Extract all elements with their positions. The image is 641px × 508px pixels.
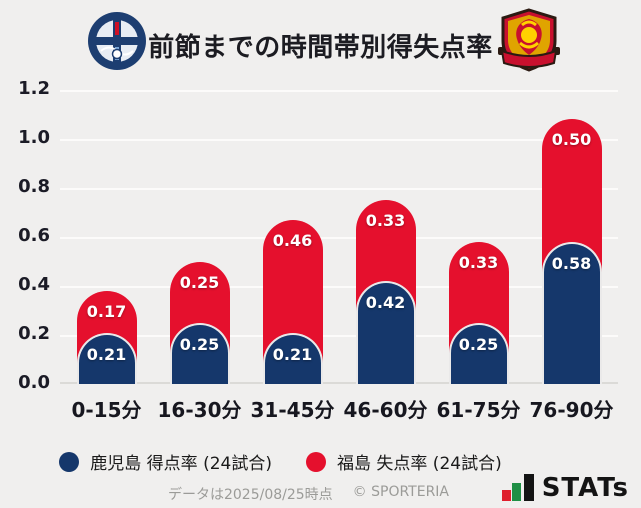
stats-logo-green-bar-icon [511, 483, 521, 501]
bar-kagoshima-16-30分: 0.25 [169, 322, 230, 384]
bar-value-kagoshima-76-90分: 0.58 [551, 253, 592, 273]
legend-label: 福島 失点率 (24試合) [337, 454, 502, 474]
x-axis-label-31-45分: 31-45分 [250, 398, 335, 422]
gridline-y-1.2 [60, 90, 618, 92]
bar-value-kagoshima-31-45分: 0.21 [272, 344, 313, 364]
stats-brand-logo: STATs [501, 473, 629, 503]
grid-layer: 0.0 0.2 0.4 0.6 0.8 1.0 1.2 [18, 78, 618, 393]
data-date-note: データは2025/08/25時点 [167, 487, 333, 503]
bar-group-31-45分: 0.46 0.21 [246, 90, 339, 384]
bar-value-fukushima-61-75分: 0.33 [458, 252, 499, 272]
bar-kagoshima-61-75分: 0.25 [448, 322, 509, 384]
bar-value-kagoshima-0-15分: 0.21 [86, 344, 127, 364]
bar-group-76-90分: 0.50 0.58 [525, 90, 618, 384]
legend-label: 鹿児島 得点率 (24試合) [90, 454, 272, 474]
bar-group-16-30分: 0.25 0.25 [153, 90, 246, 384]
bar-value-kagoshima-61-75分: 0.25 [458, 334, 499, 354]
stats-logo-red-bar-icon [501, 490, 511, 501]
bar-kagoshima-76-90分: 0.58 [541, 241, 602, 384]
bar-value-kagoshima-46-60分: 0.42 [365, 293, 406, 313]
bar-value-fukushima-31-45分: 0.46 [272, 230, 313, 250]
x-axis: 0-15分 16-30分 31-45分 46-60分 61-75分 76-90分 [60, 394, 618, 423]
gridline-y-0.6 [60, 237, 618, 239]
x-axis-label-16-30分: 16-30分 [157, 398, 242, 422]
page-title: 前節までの時間帯別得失点率 [148, 33, 493, 63]
legend: 鹿児島 得点率 (24試合) 福島 失点率 (24試合) [0, 449, 601, 474]
stats-logo-black-bar-icon [523, 474, 534, 501]
gridline-y-0.4 [60, 286, 618, 288]
bars-layer: 0.17 0.21 0.25 0.25 0.46 0.21 0.33 0.42 0.33 0.25… [60, 90, 618, 384]
bar-value-kagoshima-16-30分: 0.25 [179, 334, 220, 354]
y-axis-tick-0.6: 0.6 [18, 225, 50, 246]
legend-item-kagoshima: 鹿児島 得点率 (24試合) [59, 449, 272, 474]
x-axis-label-46-60分: 46-60分 [343, 398, 428, 422]
legend-item-fukushima: 福島 失点率 (24試合) [306, 449, 502, 474]
gridline-y-0.8 [60, 188, 618, 190]
bar-group-46-60分: 0.33 0.42 [339, 90, 432, 384]
y-axis-tick-0.8: 0.8 [18, 176, 50, 197]
x-axis-label-61-75分: 61-75分 [436, 398, 521, 422]
x-axis-label-76-90分: 76-90分 [529, 398, 614, 422]
stats-brand-text: STATs [541, 473, 629, 503]
bar-group-0-15分: 0.17 0.21 [60, 90, 153, 384]
bar-value-fukushima-46-60分: 0.33 [365, 211, 406, 231]
bar-kagoshima-46-60分: 0.42 [355, 281, 416, 384]
y-axis-tick-0.0: 0.0 [18, 372, 50, 393]
footer-note: データは2025/08/25時点 © SPORTERIA [0, 484, 629, 504]
bar-kagoshima-0-15分: 0.21 [76, 332, 137, 384]
gridline-y-1.0 [60, 139, 618, 141]
copyright-text: © SPORTERIA [352, 484, 450, 500]
bar-group-61-75分: 0.33 0.25 [432, 90, 525, 384]
legend-dot-icon [306, 451, 326, 472]
bar-kagoshima-31-45分: 0.21 [262, 332, 323, 384]
bar-value-fukushima-0-15分: 0.17 [86, 301, 127, 321]
x-axis-label-0-15分: 0-15分 [71, 398, 142, 422]
y-axis-tick-1.0: 1.0 [18, 127, 50, 148]
bar-value-fukushima-16-30分: 0.25 [179, 272, 220, 292]
gridline-y-0.0 [60, 382, 618, 384]
bar-value-fukushima-76-90分: 0.50 [551, 130, 592, 150]
y-axis-tick-0.2: 0.2 [18, 323, 50, 344]
gridline-y-0.2 [60, 335, 618, 337]
y-axis-tick-0.4: 0.4 [18, 274, 50, 295]
legend-dot-icon [59, 451, 80, 472]
fukushima-united-crest-icon [496, 7, 562, 75]
y-axis-tick-1.2: 1.2 [18, 78, 50, 99]
kagoshima-united-crest-icon [87, 9, 147, 73]
plot-area: 0.0 0.2 0.4 0.6 0.8 1.0 1.2 0.17 0.21 0.25 0.25 0.… [18, 78, 618, 422]
